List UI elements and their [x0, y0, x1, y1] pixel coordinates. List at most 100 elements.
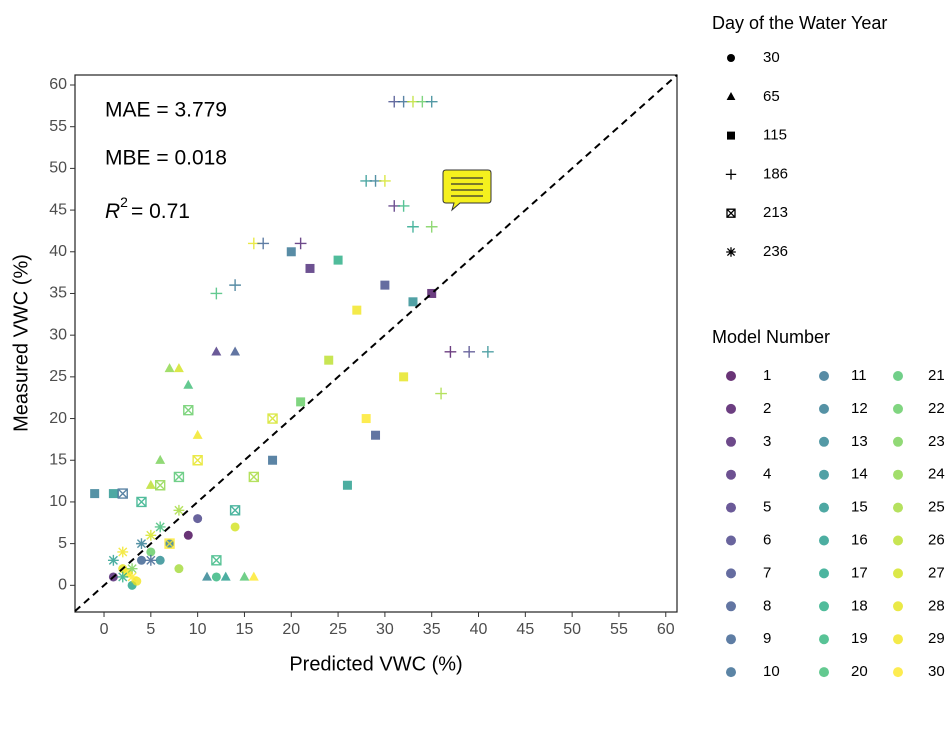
legend-label: 20	[851, 663, 868, 680]
point	[136, 538, 147, 550]
point	[257, 237, 270, 250]
legend-symbol	[726, 92, 736, 100]
point	[173, 363, 184, 373]
legend-swatch	[819, 535, 829, 546]
legend-swatch	[893, 601, 903, 612]
point	[154, 521, 166, 533]
legend-label: 9	[763, 630, 771, 647]
legend-swatch	[726, 634, 736, 645]
legend-label: 6	[763, 531, 771, 548]
legend-swatch	[726, 502, 736, 513]
x-tick-label: 0	[100, 621, 109, 638]
legend-label: 115	[763, 127, 787, 144]
point	[145, 529, 157, 541]
legend-title: Day of the Water Year	[712, 13, 887, 33]
legend-swatch	[893, 403, 903, 414]
legend-label: 5	[763, 499, 771, 516]
y-tick-label: 30	[49, 326, 67, 343]
legend-label: 10	[763, 663, 780, 680]
legend-swatch	[819, 568, 829, 579]
x-tick-label: 5	[146, 621, 155, 638]
point	[155, 555, 165, 565]
legend-swatch	[893, 371, 903, 381]
point	[482, 345, 494, 358]
y-tick-label: 35	[49, 285, 67, 302]
point	[361, 414, 371, 424]
point	[296, 397, 306, 407]
point	[126, 563, 138, 575]
legend-symbol	[726, 247, 736, 257]
point	[164, 538, 175, 549]
legend-label: 27	[928, 564, 945, 581]
legend-label: 17	[851, 564, 868, 581]
point	[229, 279, 241, 291]
legend-swatch	[819, 371, 829, 381]
point	[117, 546, 129, 558]
point	[145, 554, 157, 566]
y-axis-title: Measured VWC (%)	[10, 254, 32, 432]
x-tick-label: 15	[236, 621, 254, 638]
legend-label: 11	[851, 367, 867, 384]
x-tick-label: 35	[423, 621, 441, 638]
legend-label: 26	[928, 531, 945, 548]
legend-swatch	[726, 469, 736, 480]
legend-label: 25	[928, 499, 945, 516]
legend-swatch	[726, 535, 736, 546]
point	[211, 572, 221, 582]
point	[173, 471, 185, 483]
annotation: MAE = 3.779	[105, 99, 227, 122]
point	[193, 514, 203, 524]
legend-label: 3	[763, 433, 771, 450]
legend-label: 22	[928, 400, 945, 417]
legend-swatch	[893, 568, 903, 579]
comment-icon[interactable]	[442, 169, 492, 212]
x-tick-label: 25	[329, 621, 347, 638]
point	[248, 471, 260, 483]
y-tick-label: 40	[49, 243, 67, 260]
point	[220, 571, 231, 581]
x-tick-label: 60	[657, 621, 675, 638]
r2-power: 2	[120, 194, 128, 210]
legend-symbol	[727, 131, 735, 140]
legend-label: 21	[928, 367, 945, 384]
point	[342, 480, 352, 490]
point	[90, 489, 100, 499]
point	[202, 571, 212, 581]
legend-swatch	[819, 436, 829, 447]
legend-label: 19	[851, 630, 868, 647]
legend-label: 186	[763, 165, 788, 182]
point	[425, 220, 438, 233]
point	[267, 413, 278, 424]
legend-label: 28	[928, 597, 945, 614]
r2-symbol: R	[105, 200, 120, 223]
legend-swatch	[726, 436, 736, 447]
legend-title: Model Number	[712, 327, 830, 347]
y-tick-label: 60	[49, 76, 67, 93]
point	[268, 455, 278, 465]
point	[164, 363, 175, 373]
point	[211, 555, 222, 566]
legend-label: 15	[851, 499, 868, 516]
legend-symbol	[726, 208, 736, 218]
point	[435, 387, 447, 400]
point	[192, 429, 203, 439]
legend-swatch	[819, 469, 829, 480]
legend-label: 29	[928, 630, 945, 647]
point	[136, 496, 147, 508]
legend-swatch	[726, 568, 736, 579]
point	[117, 488, 128, 499]
point	[463, 345, 476, 358]
legend-swatch	[726, 371, 736, 381]
bubble-lines	[451, 177, 483, 197]
point	[379, 175, 391, 187]
legend-swatch	[819, 403, 829, 414]
point	[155, 454, 166, 464]
point	[174, 564, 184, 574]
legend-swatch	[893, 436, 903, 447]
y-tick-label: 20	[49, 410, 67, 427]
legend-swatch	[819, 601, 829, 612]
point	[333, 255, 343, 265]
point	[286, 247, 296, 257]
x-tick-label: 10	[189, 621, 207, 638]
legend-swatch	[819, 502, 829, 513]
